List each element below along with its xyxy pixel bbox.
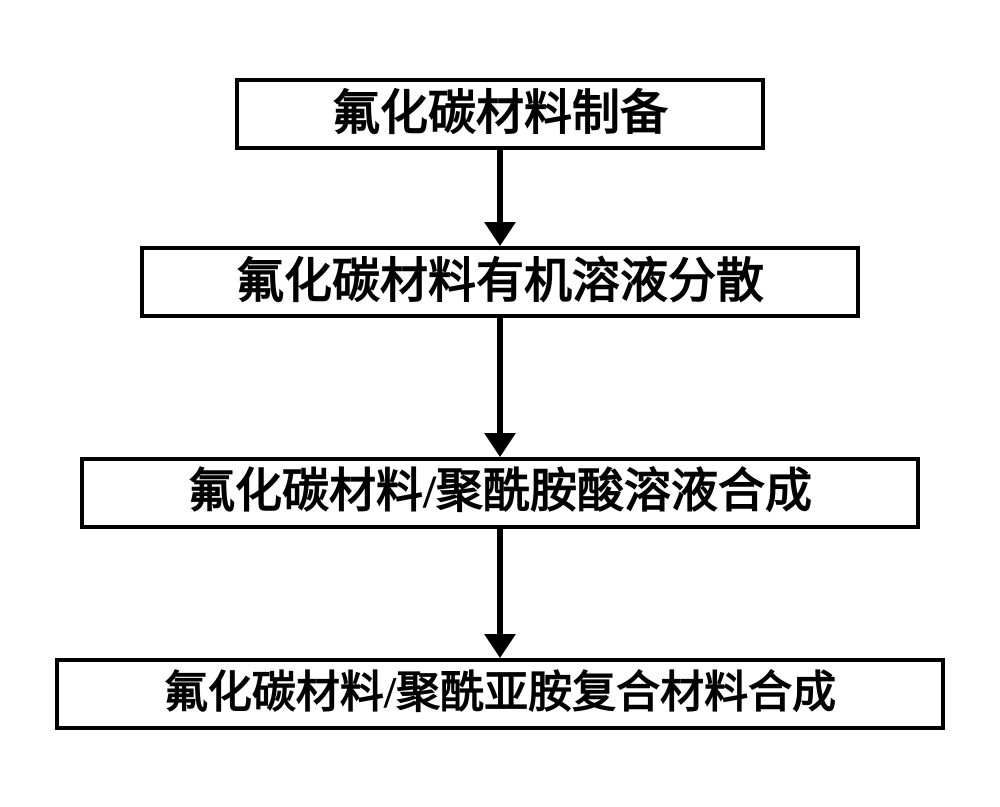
arrow-head (484, 433, 516, 457)
arrow-icon (484, 150, 516, 246)
flowchart-step-3: 氟化碳材料/聚酰胺酸溶液合成 (80, 457, 920, 529)
arrow-icon (484, 318, 516, 457)
flowchart-step-4: 氟化碳材料/聚酰亚胺复合材料合成 (55, 658, 945, 730)
arrow-head (484, 222, 516, 246)
flowchart-step-1: 氟化碳材料制备 (235, 78, 765, 150)
arrow-head (484, 634, 516, 658)
step-label: 氟化碳材料有机溶液分散 (236, 253, 764, 311)
arrow-icon (484, 529, 516, 658)
arrow-shaft (497, 150, 503, 222)
step-label: 氟化碳材料/聚酰亚胺复合材料合成 (164, 667, 836, 720)
flowchart-step-2: 氟化碳材料有机溶液分散 (140, 246, 860, 318)
step-label: 氟化碳材料/聚酰胺酸溶液合成 (188, 464, 812, 520)
step-label: 氟化碳材料制备 (332, 85, 668, 143)
arrow-shaft (497, 318, 503, 433)
flowchart-container: 氟化碳材料制备 氟化碳材料有机溶液分散 氟化碳材料/聚酰胺酸溶液合成 氟化碳材料… (40, 78, 960, 730)
arrow-shaft (497, 529, 503, 634)
